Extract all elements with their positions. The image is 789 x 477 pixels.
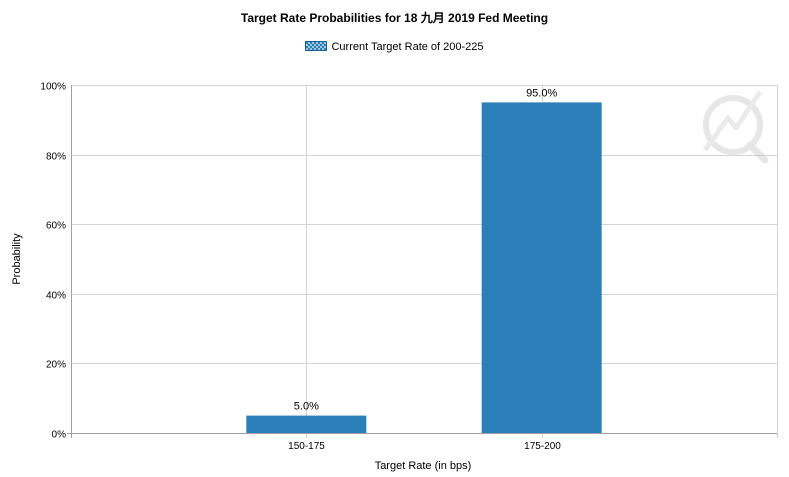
y-tick-label: 60% [46, 221, 66, 232]
data-labels: 5.0% 95.0% [294, 87, 558, 412]
bar-175-200 [481, 102, 602, 434]
y-tick-label: 0% [52, 430, 67, 441]
y-axis-label: Probability [11, 233, 23, 285]
y-tick-label: 100% [40, 82, 66, 93]
y-tick-label: 20% [46, 360, 66, 371]
grid-lines [67, 85, 778, 438]
y-tick-label: 40% [46, 291, 66, 302]
chart-title: Target Rate Probabilities for 18 九月 2019… [240, 11, 549, 25]
x-tick-label: 175-200 [524, 441, 561, 452]
x-tick-label: 150-175 [288, 441, 325, 452]
data-label: 5.0% [294, 401, 319, 413]
legend-swatch-icon [305, 41, 328, 51]
y-tick-labels: 0% 20% 40% 60% 80% 100% [40, 82, 66, 441]
bars [246, 102, 602, 434]
bar-150-175 [246, 415, 367, 433]
data-label: 95.0% [526, 87, 557, 99]
y-tick-label: 80% [46, 152, 66, 163]
watermark-logo-icon [702, 90, 769, 164]
chart-legend: Current Target Rate of 200-225 [0, 41, 789, 53]
x-tick-labels: 150-175 175-200 [288, 441, 561, 452]
legend-label: Current Target Rate of 200-225 [331, 41, 484, 53]
x-axis-label: Target Rate (in bps) [375, 460, 472, 472]
